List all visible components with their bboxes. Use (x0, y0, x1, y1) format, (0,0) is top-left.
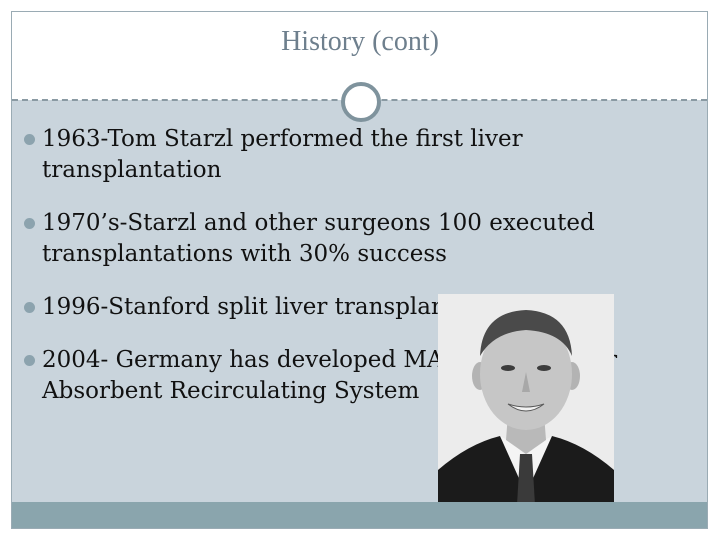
bullet-dot-icon (24, 355, 35, 366)
bullet-text-cont: transplantations with 30% success (42, 241, 447, 267)
bullet-text-cont: Absorbent Recirculating System (42, 378, 420, 404)
bullet-dot-icon (24, 218, 35, 229)
bullet-item: 1963-Tom Starzl performed the first live… (24, 124, 664, 186)
slide-title: History (cont) (281, 26, 439, 57)
bullet-text: 1963-Tom Starzl performed the first live… (42, 126, 523, 152)
bullet-item: 1970’s-Starzl and other surgeons 100 exe… (24, 208, 664, 270)
portrait-photo (438, 294, 614, 522)
bullet-item: 1996-Stanford split liver transplant (24, 292, 664, 323)
footer-bar (12, 502, 707, 528)
bullet-text-cont: transplantation (42, 157, 222, 183)
bullet-dot-icon (24, 134, 35, 145)
bullet-text: 1970’s-Starzl and other surgeons 100 exe… (42, 210, 595, 236)
divider-circle-icon (341, 82, 381, 122)
bullet-list: 1963-Tom Starzl performed the first live… (24, 124, 664, 429)
bullet-dot-icon (24, 302, 35, 313)
bullet-text: 1996-Stanford split liver transplant (42, 294, 456, 320)
